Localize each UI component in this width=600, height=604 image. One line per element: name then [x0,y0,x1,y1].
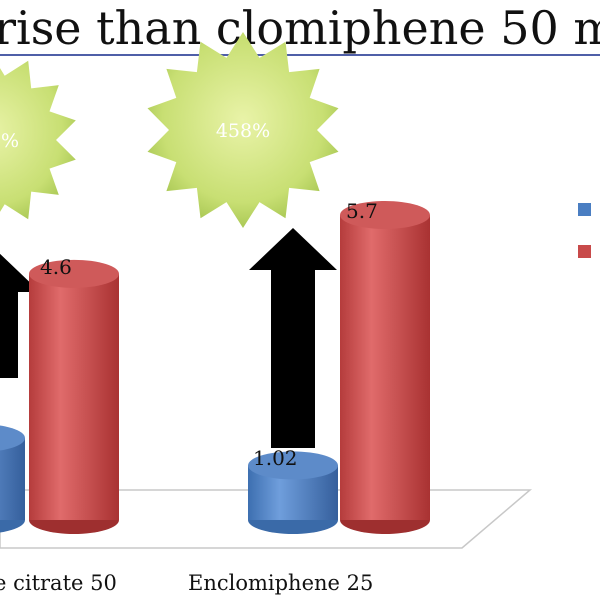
bar-top [248,451,338,480]
bar-blue-0-partial [0,425,25,533]
bar-red-0 [29,259,119,534]
chart-title: rise than clomiphene 50 mg [0,1,600,55]
data-label: 5.7 [346,199,378,223]
legend-swatch [578,203,591,216]
bar-blue-1 [248,451,338,534]
annotation-label: 458% [216,120,270,142]
bar-top [340,201,430,229]
data-label: 1.02 [253,446,298,470]
increase-arrow [249,228,337,448]
bar-body [29,273,119,520]
bar-top [0,425,25,451]
bar-body [340,215,430,520]
bar-body [0,438,25,520]
category-label: Enclomiphene 25 [188,571,373,595]
bar-red-1 [340,201,430,534]
bar-top [29,259,119,288]
data-label: 4.6 [40,255,72,279]
category-label: e citrate 50 [0,571,117,595]
starburst-annotation [0,60,76,220]
annotation-label: % [1,130,19,152]
starburst-annotation [147,32,339,228]
legend-swatch [578,245,591,258]
